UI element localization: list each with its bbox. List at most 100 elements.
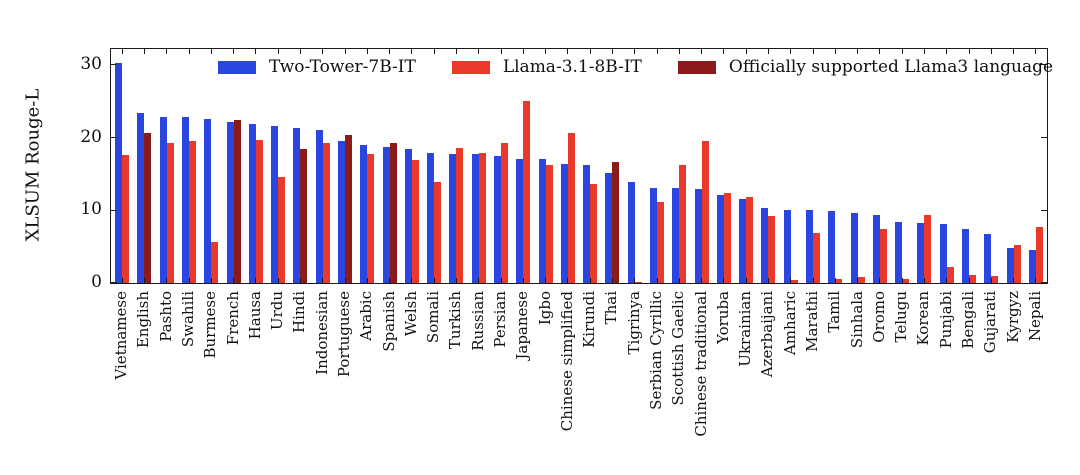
- x-tick-label: Pashto: [156, 291, 175, 342]
- x-tick-top: [678, 49, 680, 54]
- bar-two-tower-gujarati: [984, 234, 992, 283]
- bar-two-tower-turkish: [449, 153, 457, 283]
- bar-llama-kyrgyz: [1013, 245, 1021, 283]
- x-tick-top: [299, 49, 301, 54]
- bar-llama-bengali: [969, 275, 976, 283]
- x-tick-top: [1035, 49, 1037, 54]
- x-tick-bottom: [834, 278, 836, 283]
- legend-item-two-tower: Two-Tower-7B-IT: [218, 57, 416, 77]
- x-tick-top: [411, 49, 413, 54]
- x-tick-label: Arabic: [357, 291, 376, 341]
- bar-two-tower-amharic: [783, 209, 791, 283]
- x-tick-top: [522, 49, 524, 54]
- x-tick-label: Vietnamese: [112, 291, 131, 380]
- x-tick-label: Gujarati: [981, 291, 1000, 354]
- x-tick-label: Chinese simplified: [557, 291, 576, 432]
- bar-llama-punjabi: [946, 267, 954, 283]
- bar-llama-burmese: [211, 241, 219, 283]
- bar-two-tower-russian: [471, 154, 479, 283]
- x-tick-top: [812, 49, 814, 54]
- bar-two-tower-french: [226, 121, 234, 283]
- x-tick-bottom: [299, 278, 301, 283]
- legend: Two-Tower-7B-IT Llama-3.1-8B-IT Official…: [218, 57, 1053, 77]
- x-tick-top: [121, 49, 123, 54]
- x-tick-label: Oromo: [869, 291, 888, 343]
- x-tick-top: [166, 49, 168, 54]
- x-tick-top: [834, 49, 836, 54]
- x-tick-label: Marathi: [803, 291, 821, 352]
- x-tick-top: [500, 49, 502, 54]
- x-tick-bottom: [968, 278, 970, 283]
- x-tick-top: [455, 49, 457, 54]
- bar-two-tower-chinese-traditional: [694, 188, 702, 283]
- x-tick-bottom: [678, 278, 680, 283]
- x-tick-bottom: [411, 278, 413, 283]
- x-tick-bottom: [1013, 278, 1015, 283]
- x-tick-bottom: [433, 278, 435, 283]
- y-axis-label: XLSUM Rouge-L: [22, 88, 44, 242]
- bar-llama-chinese-traditional: [701, 140, 709, 283]
- x-tick-bottom: [723, 278, 725, 283]
- x-tick-bottom: [589, 278, 591, 283]
- bar-two-tower-pashto: [159, 116, 167, 283]
- x-tick-label: Urdu: [268, 291, 287, 331]
- x-tick-bottom: [790, 278, 792, 283]
- bar-llama-urdu: [278, 176, 286, 283]
- bar-llama-swahili: [189, 141, 196, 283]
- x-tick-label: Japanese: [513, 291, 532, 360]
- x-tick-bottom: [923, 278, 925, 283]
- bar-llama-welsh: [411, 160, 419, 283]
- bar-llama-ukrainian: [746, 197, 754, 283]
- x-tick-bottom: [767, 278, 769, 283]
- bar-two-tower-igbo: [538, 159, 546, 283]
- legend-swatch-two-tower: [218, 60, 256, 74]
- x-tick-label: Hindi: [290, 291, 309, 333]
- x-tick-label: Kyrgyz: [1003, 291, 1022, 343]
- x-tick-bottom: [166, 278, 168, 283]
- x-tick-top: [790, 49, 792, 54]
- bar-two-tower-thai: [605, 172, 613, 283]
- x-tick-label: Azerbaijani: [758, 291, 777, 378]
- x-tick-top: [1013, 49, 1015, 54]
- x-tick-top: [188, 49, 190, 54]
- x-tick-label: Telugu: [892, 291, 911, 343]
- x-tick-top: [143, 49, 145, 54]
- x-tick-bottom: [656, 278, 658, 283]
- x-tick-bottom: [188, 278, 190, 283]
- x-tick-top: [567, 49, 569, 54]
- bar-two-tower-english: [137, 112, 145, 283]
- x-tick-top: [857, 49, 859, 54]
- bar-llama-vietnamese: [122, 155, 130, 283]
- bar-two-tower-tigrinya: [627, 182, 635, 283]
- bar-llama-sinhala: [857, 277, 865, 283]
- bar-llama-serbian-cyrillic: [657, 202, 664, 283]
- bar-two-tower-japanese: [516, 158, 524, 283]
- y-tick-right: [1041, 209, 1047, 211]
- x-tick-bottom: [701, 278, 703, 283]
- x-tick-label: English: [134, 291, 153, 349]
- y-tick-left: [111, 137, 117, 139]
- y-tick-right: [1041, 137, 1047, 139]
- x-tick-bottom: [857, 278, 859, 283]
- x-tick-bottom: [500, 278, 502, 283]
- y-tick-label: 30: [80, 53, 102, 74]
- x-tick-label: Thai: [602, 291, 621, 325]
- x-tick-bottom: [121, 278, 123, 283]
- bar-llama-kirundi: [590, 184, 598, 283]
- x-tick-label: Hausa: [245, 291, 264, 340]
- x-tick-top: [433, 49, 435, 54]
- bar-llama-pashto: [166, 142, 174, 283]
- bar-llama-amharic: [790, 280, 798, 283]
- legend-swatch-supported: [677, 60, 716, 74]
- x-tick-bottom: [522, 278, 524, 283]
- x-tick-bottom: [210, 278, 212, 283]
- x-tick-top: [656, 49, 658, 54]
- y-tick-right: [1041, 64, 1047, 66]
- x-tick-label: Sinhala: [847, 291, 866, 349]
- x-tick-label: Kirundi: [580, 291, 599, 348]
- bar-llama-yoruba: [723, 192, 731, 283]
- x-tick-bottom: [255, 278, 257, 283]
- bar-llama-persian: [501, 143, 508, 283]
- x-tick-top: [968, 49, 970, 54]
- y-tick-label: 10: [80, 199, 102, 220]
